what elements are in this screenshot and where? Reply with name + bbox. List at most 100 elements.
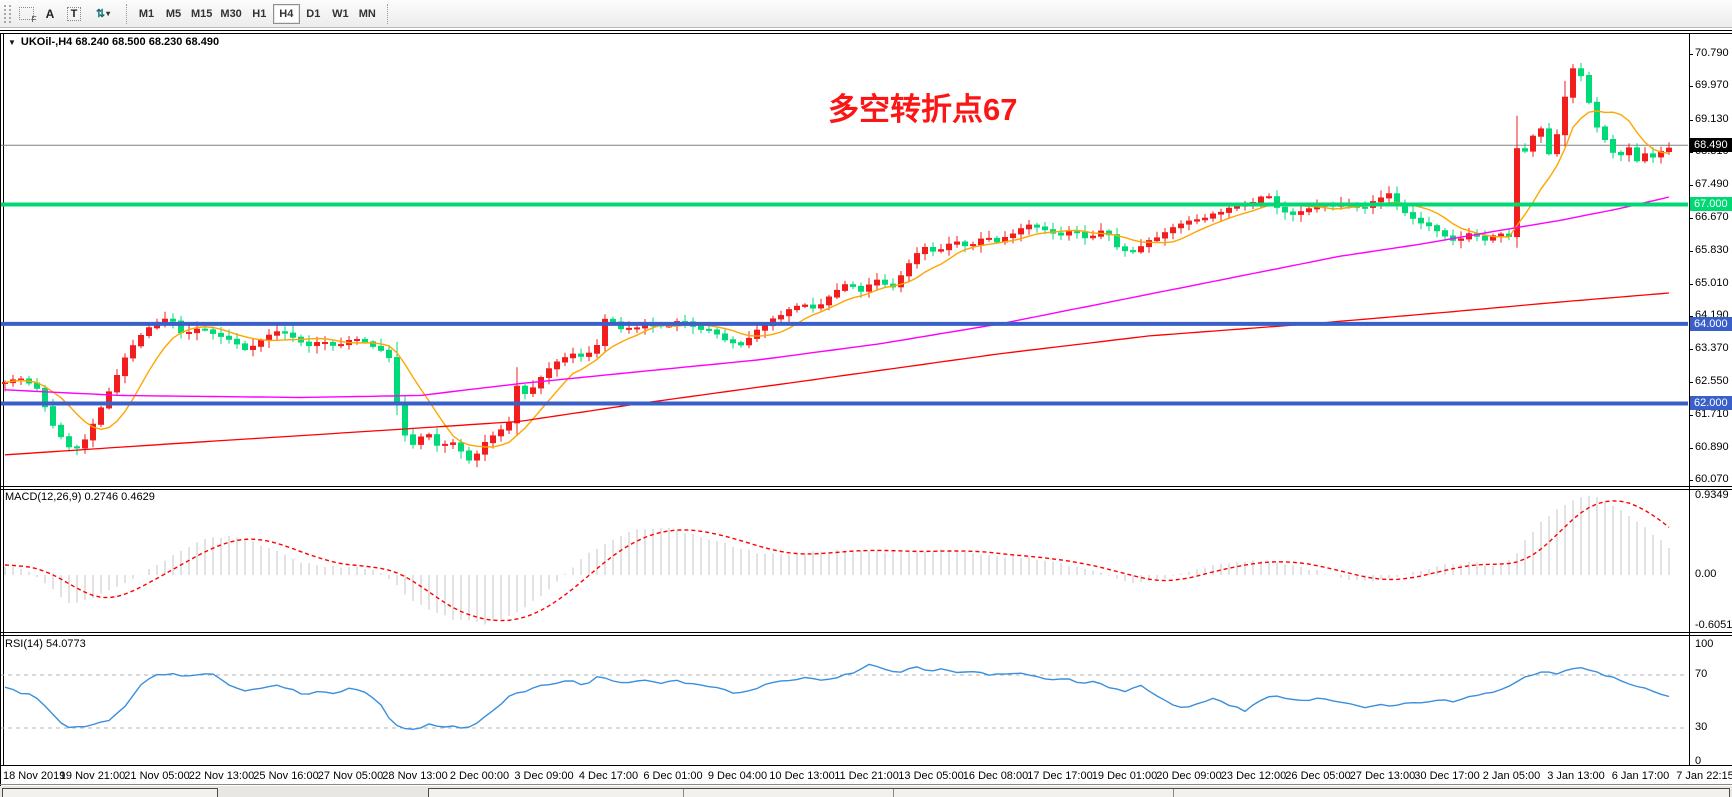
symbol-quote-line: ▼ UKOil-,H4 68.240 68.500 68.230 68.490	[8, 36, 219, 48]
candlestick-panel	[1, 63, 1688, 468]
price-axis-label: 60.070	[1695, 473, 1729, 486]
timeframe-button-m15[interactable]: M15	[191, 7, 213, 20]
timeframe-buttons: M1 M5 M15 M30 H1 H4 D1 W1 MN	[133, 3, 381, 24]
time-axis-label: 17 Dec 17:00	[1027, 770, 1093, 782]
main-macd-separator	[0, 486, 1732, 487]
price-axis-label: 69.970	[1695, 79, 1729, 92]
time-axis-label: 18 Nov 2019	[3, 770, 66, 782]
timeframe-button-m5[interactable]: M5	[165, 7, 182, 20]
taskbar-separator	[683, 789, 684, 797]
dropdown-caret-icon: ▾	[106, 9, 111, 18]
time-axis-label: 27 Dec 13:00	[1349, 770, 1416, 782]
time-axis-label: 7 Jan 22:15	[1676, 770, 1732, 782]
time-axis-label: 4 Dec 17:00	[578, 770, 639, 782]
price-axis-tick	[1689, 251, 1693, 253]
time-axis-label: 26 Dec 05:00	[1285, 770, 1351, 782]
rsi-title: RSI(14) 54.0773	[5, 638, 86, 650]
price-axis-tick	[1689, 414, 1693, 416]
time-axis-label: 2 Jan 05:00	[1482, 770, 1541, 782]
time-axis-label: 13 Dec 05:00	[898, 770, 964, 782]
price-axis-label: 65.010	[1695, 276, 1729, 289]
collapse-arrow-icon[interactable]: ▼	[8, 37, 16, 47]
rsi-axis-label: 100	[1695, 638, 1714, 650]
price-axis-tick	[1689, 381, 1693, 383]
toolbar-separator	[126, 3, 127, 24]
macd-panel	[4, 495, 1670, 625]
toolbar: F A T ⇅ ▾ M1 M5 M15 M30 H1 H4 D1 W1 MN	[0, 0, 1732, 28]
time-axis-label: 9 Dec 04:00	[707, 770, 768, 782]
price-axis-tick	[1689, 447, 1693, 449]
price-axis-tick	[1689, 283, 1693, 285]
price-axis-label: 61.710	[1695, 407, 1729, 420]
price-axis-tick	[1689, 53, 1693, 55]
timeframe-button-d1[interactable]: D1	[306, 7, 321, 20]
timeframe-button-h4[interactable]: H4	[272, 3, 300, 24]
main-macd-separator-inner	[0, 489, 1732, 490]
rsi-axis-label: 70	[1695, 668, 1708, 680]
taskbar-separator	[1173, 789, 1174, 797]
price-axis-tick	[1689, 480, 1693, 482]
price-axis-label: 60.890	[1695, 440, 1729, 453]
chart-shift-icon[interactable]: F	[14, 3, 38, 25]
time-axis-label: 3 Dec 09:00	[514, 770, 574, 782]
time-axis-bottom-border	[0, 784, 1732, 785]
chart-frame-left-inner	[3, 33, 4, 765]
price-axis-label: 62.550	[1695, 374, 1729, 387]
current-price-box: 68.490	[1690, 138, 1732, 153]
time-axis-label: 11 Dec 21:00	[834, 770, 899, 782]
price-axis-tick	[1689, 119, 1693, 121]
time-axis-label: 20 Dec 09:00	[1156, 770, 1222, 782]
price-axis-tick	[1689, 217, 1693, 219]
rsi-axis-label: 0	[1695, 755, 1702, 767]
price-axis-separator	[1689, 33, 1690, 765]
time-axis-label: 21 Nov 05:00	[124, 770, 190, 782]
price-axis-label: 70.790	[1695, 46, 1729, 59]
time-axis-label: 19 Dec 01:00	[1091, 770, 1158, 782]
time-axis-label: 30 Dec 17:00	[1414, 770, 1480, 782]
price-axis-label: 69.130	[1695, 112, 1729, 125]
rsi-axis-label: 30	[1695, 721, 1708, 733]
price-axis-tick	[1689, 316, 1693, 318]
time-axis-label: 3 Jan 13:00	[1547, 770, 1605, 782]
timeframe-button-w1[interactable]: W1	[332, 7, 349, 20]
toolbar-grip[interactable]	[4, 4, 11, 23]
price-axis-label: 65.830	[1695, 244, 1729, 257]
macd-axis-label: -0.6051	[1695, 619, 1732, 632]
price-level-box: 64.000	[1690, 316, 1732, 331]
chart-frame-top	[0, 30, 1732, 31]
time-axis-label: 16 Dec 08:00	[962, 770, 1029, 782]
macd-rsi-separator	[0, 632, 1732, 633]
timeframe-button-m1[interactable]: M1	[138, 7, 155, 20]
price-level-box: 67.000	[1690, 197, 1732, 212]
price-axis-tick	[1689, 86, 1693, 88]
macd-title: MACD(12,26,9) 0.2746 0.4629	[5, 491, 155, 503]
time-axis-label: 10 Dec 13:00	[769, 770, 835, 782]
time-axis-label: 6 Jan 17:00	[1611, 770, 1670, 782]
price-axis-label: 67.490	[1695, 178, 1729, 190]
text-box-icon[interactable]: T	[62, 3, 86, 25]
time-axis-label: 2 Dec 00:00	[449, 770, 510, 782]
price-axis-tick	[1689, 185, 1693, 186]
timeframe-button-m30[interactable]: M30	[220, 7, 242, 20]
symbol-quote-text: UKOil-,H4 68.240 68.500 68.230 68.490	[20, 36, 220, 48]
taskbar-button[interactable]	[2, 788, 218, 797]
annotate-letter-icon[interactable]: A	[45, 6, 55, 21]
chart-frame-top-inner	[0, 33, 1732, 34]
macd-axis-label: 0.00	[1695, 568, 1717, 580]
price-level-box: 62.000	[1690, 396, 1732, 411]
rsi-panel	[1, 663, 1688, 731]
time-axis-label: 23 Dec 12:00	[1220, 770, 1287, 782]
taskbar-panel	[428, 788, 1730, 797]
time-axis-label: 22 Nov 13:00	[188, 770, 255, 782]
timeframe-button-mn[interactable]: MN	[358, 7, 376, 20]
timeframe-button-h1[interactable]: H1	[252, 7, 267, 20]
arrow-objects-icon[interactable]: ⇅ ▾	[95, 8, 111, 20]
time-axis-label: 19 Nov 21:00	[59, 770, 126, 782]
time-axis-label: 6 Dec 01:00	[643, 770, 703, 782]
time-axis-label: 27 Nov 05:00	[317, 770, 384, 782]
price-axis-label: 66.670	[1695, 210, 1729, 223]
chart-shift-glyph: F	[18, 7, 37, 24]
chart-annotation-text[interactable]: 多空转折点67	[828, 92, 1018, 127]
